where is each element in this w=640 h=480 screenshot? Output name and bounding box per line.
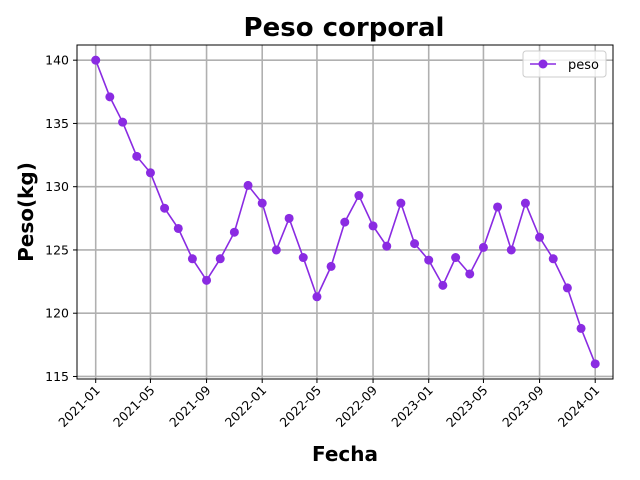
legend-box bbox=[522, 50, 607, 78]
x-tick-label: 2024-01 bbox=[555, 383, 603, 431]
data-point bbox=[410, 239, 420, 249]
data-point bbox=[229, 227, 239, 237]
data-point bbox=[173, 223, 183, 233]
data-point bbox=[520, 198, 530, 208]
data-point bbox=[215, 254, 225, 264]
plot-frame bbox=[76, 44, 614, 380]
x-tick-label: 2023-09 bbox=[499, 382, 547, 430]
data-point bbox=[105, 92, 115, 102]
data-point bbox=[132, 151, 142, 161]
data-point bbox=[478, 242, 488, 252]
x-tick-label: 2023-01 bbox=[388, 383, 436, 431]
data-point bbox=[368, 221, 378, 231]
data-point bbox=[145, 168, 155, 178]
data-point bbox=[438, 280, 448, 290]
series-line-peso bbox=[94, 59, 596, 365]
legend: peso bbox=[522, 50, 607, 78]
data-point bbox=[284, 213, 294, 223]
data-point bbox=[326, 261, 336, 271]
data-point bbox=[354, 191, 364, 201]
grid bbox=[77, 45, 613, 379]
data-point bbox=[396, 198, 406, 208]
x-tick-label: 2022-09 bbox=[333, 382, 381, 430]
data-point bbox=[590, 359, 600, 369]
data-point bbox=[451, 253, 461, 263]
data-point bbox=[382, 241, 392, 251]
legend-label: peso bbox=[568, 58, 599, 73]
data-point bbox=[562, 283, 572, 293]
data-point bbox=[298, 253, 308, 263]
data-point bbox=[506, 245, 516, 255]
x-tick-label: 2022-01 bbox=[222, 383, 270, 431]
data-point bbox=[340, 217, 350, 227]
data-point bbox=[160, 203, 170, 213]
data-point bbox=[118, 117, 128, 127]
y-tick-label: 130 bbox=[45, 179, 69, 194]
x-tick-label: 2023-05 bbox=[443, 383, 491, 431]
data-point bbox=[424, 255, 434, 265]
x-tick-label: 2021-09 bbox=[166, 382, 214, 430]
y-tick-label: 125 bbox=[45, 242, 69, 257]
data-point bbox=[202, 275, 212, 285]
y-axis-label: Peso(kg) bbox=[14, 162, 38, 262]
data-point bbox=[187, 254, 197, 264]
data-point bbox=[465, 269, 475, 279]
data-point bbox=[548, 254, 558, 264]
data-point bbox=[243, 180, 253, 190]
data-point bbox=[312, 292, 322, 302]
data-point bbox=[271, 245, 281, 255]
y-tick-label: 135 bbox=[45, 116, 69, 131]
chart-title: Peso corporal bbox=[244, 13, 445, 43]
data-point bbox=[576, 323, 586, 333]
legend-marker bbox=[538, 59, 548, 69]
y-tick-label: 115 bbox=[45, 369, 69, 384]
data-point bbox=[493, 202, 503, 212]
y-tick-label: 140 bbox=[45, 53, 69, 68]
data-point bbox=[91, 55, 101, 65]
x-tick-label: 2022-05 bbox=[277, 383, 325, 431]
x-axis-ticks: 2021-01 2021-05 2021-09 2022-01 2022-05 2022-… bbox=[55, 379, 602, 430]
y-axis-ticks: 115 120 125 130 135 140 bbox=[45, 53, 77, 384]
y-tick-label: 120 bbox=[45, 306, 69, 321]
data-point bbox=[257, 198, 267, 208]
x-tick-label: 2021-05 bbox=[110, 383, 158, 431]
x-tick-label: 2021-01 bbox=[55, 383, 103, 431]
data-point bbox=[535, 232, 545, 242]
series-peso bbox=[91, 55, 600, 369]
x-axis-label: Fecha bbox=[312, 442, 378, 466]
